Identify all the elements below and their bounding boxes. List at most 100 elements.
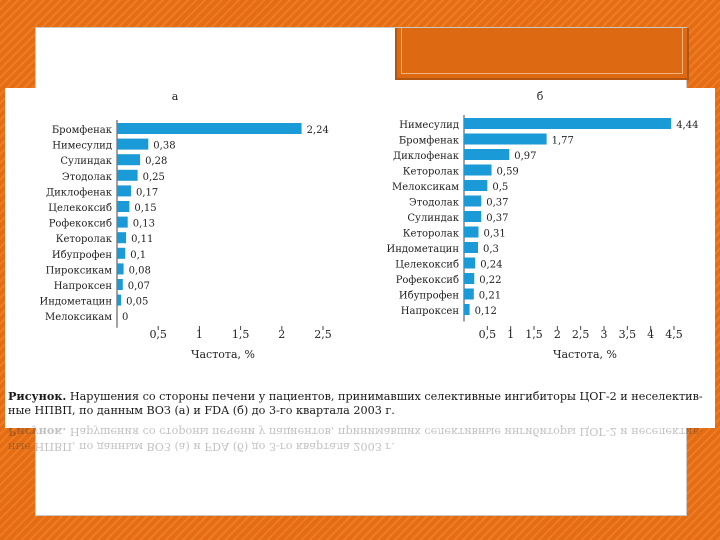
category-label: Мелоксикам [392, 182, 459, 193]
value-label: 0,07 [128, 281, 150, 292]
bar [464, 118, 672, 129]
value-label: 0,15 [134, 203, 156, 214]
bar [464, 273, 475, 284]
bar [464, 242, 478, 253]
value-label: 0,37 [486, 213, 508, 224]
bar [464, 288, 474, 300]
bar [117, 138, 149, 150]
value-label: 0,13 [133, 219, 155, 230]
chart-who: а Бромфенак 2,24 Нимесулид 0,38 Сулиндак 0,28 Э… [39, 90, 331, 361]
tick-label: 0,5 [149, 328, 167, 341]
x-axis-label: Частота, % [191, 348, 255, 361]
value-label: 0,5 [492, 182, 508, 193]
caption-text: Нарушения со стороны печени у пациентов,… [66, 390, 703, 403]
value-label: 0,38 [153, 141, 175, 152]
category-label: Диклофенак [46, 187, 113, 198]
title-placeholder-frame [401, 28, 683, 74]
category-label: Целекоксиб [395, 260, 459, 271]
caption-line2: ные НПВП, по данным ВОЗ (а) и FDA (б) до… [8, 404, 395, 417]
value-label: 0,3 [483, 244, 499, 255]
value-label: 0,08 [129, 265, 151, 276]
category-label: Ибупрофен [52, 250, 112, 261]
bar [117, 185, 132, 197]
bar [464, 226, 479, 238]
category-label: Целекоксиб [48, 203, 112, 214]
tick-label: 2 [278, 328, 285, 341]
value-label: 0,1 [130, 250, 146, 261]
category-label: Пироксикам [46, 265, 113, 276]
tick-label: 2,5 [572, 328, 590, 341]
category-label: Напроксен [54, 281, 113, 292]
category-label: Индометацин [39, 297, 112, 308]
tick-label: 1,5 [232, 328, 250, 341]
category-label: Кеторолак [403, 167, 460, 178]
value-label: 0,11 [131, 234, 153, 245]
tick-label: 4 [647, 328, 654, 341]
category-label: Кеторолак [56, 234, 113, 245]
bar [464, 133, 547, 145]
category-label: Индометацин [386, 244, 459, 255]
x-axis-label: Частота, % [553, 348, 617, 361]
value-label: 1,77 [552, 136, 574, 147]
category-label: Диклофенак [393, 151, 460, 162]
bar [464, 164, 492, 176]
value-label: 0,17 [136, 187, 158, 198]
caption-label: Рисунок. [8, 389, 67, 403]
bar [464, 180, 488, 191]
tick-label: 1 [196, 328, 203, 341]
value-label: 0,97 [514, 151, 536, 162]
bar [117, 247, 126, 259]
value-label: 0,21 [479, 291, 501, 302]
bar [117, 154, 141, 166]
value-label: 0,25 [143, 172, 165, 183]
category-label: Бромфенак [399, 136, 460, 147]
caption-reflection: ные НПВП, по данным ВОЗ (а) и FDA (б) до… [8, 425, 703, 453]
category-label: Нимесулид [52, 141, 112, 152]
tick-label: 4,5 [665, 328, 683, 341]
category-label: Кеторолак [403, 229, 460, 240]
value-label: 0,59 [497, 167, 519, 178]
bar [464, 195, 482, 207]
bar [117, 294, 122, 306]
category-label: Этодолак [409, 198, 460, 209]
value-label: 0 [122, 312, 128, 323]
category-label: Рофекоксиб [396, 275, 459, 286]
figure: а Бромфенак 2,24 Нимесулид 0,38 Сулиндак 0,28 Э… [5, 88, 715, 428]
value-label: 0,28 [145, 156, 167, 167]
category-label: Мелоксикам [45, 312, 112, 323]
bar [117, 216, 128, 228]
tick-label: 1 [507, 328, 514, 341]
value-label: 0,31 [483, 229, 505, 240]
tick-label: 2 [554, 328, 561, 341]
bar [464, 304, 470, 315]
bar [464, 211, 482, 222]
bar [117, 279, 123, 290]
value-label: 0,24 [480, 260, 502, 271]
tick-label: 1,5 [525, 328, 543, 341]
category-label: Сулиндак [60, 156, 112, 167]
figure-charts: а Бромфенак 2,24 Нимесулид 0,38 Сулиндак 0,28 Э… [39, 90, 698, 361]
chart-title: б [537, 90, 544, 103]
category-label: Рофекоксиб [49, 219, 112, 230]
category-label: Бромфенак [52, 125, 113, 136]
bar [464, 149, 510, 160]
bar [117, 232, 127, 244]
title-placeholder [395, 28, 689, 80]
bar [117, 263, 124, 275]
tick-label: 3,5 [619, 328, 637, 341]
category-label: Этодолак [62, 172, 113, 183]
category-label: Сулиндак [407, 213, 459, 224]
value-label: 0,22 [479, 275, 501, 286]
value-label: 0,05 [126, 297, 148, 308]
tick-label: 3 [601, 328, 608, 341]
value-label: 0,37 [486, 198, 508, 209]
category-label: Нимесулид [399, 120, 459, 131]
category-label: Напроксен [401, 306, 460, 317]
bar [117, 123, 302, 134]
category-label: Ибупрофен [399, 291, 459, 302]
figure-caption: Рисунок. Нарушения со стороны печени у п… [8, 389, 710, 418]
chart-title: а [172, 90, 179, 103]
tick-label: 2,5 [314, 328, 332, 341]
tick-label: 0,5 [479, 328, 497, 341]
chart-fda: б Нимесулид 4,44 Бромфенак 1,77 Диклофенак 0,9… [386, 90, 698, 361]
